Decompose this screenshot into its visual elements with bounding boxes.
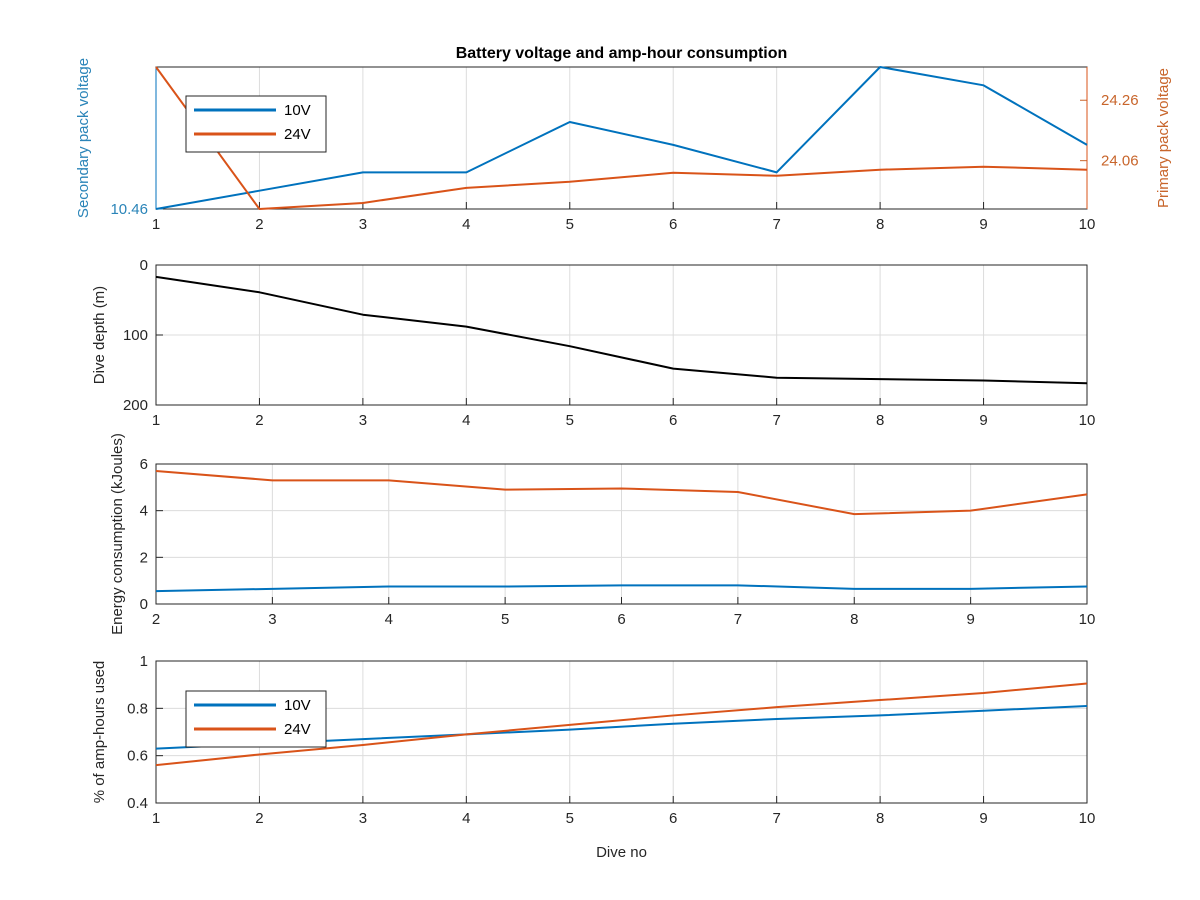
x-tick-label: 7 xyxy=(772,810,780,827)
x-tick-label: 4 xyxy=(462,412,470,429)
x-tick-label: 9 xyxy=(966,611,974,628)
x-tick-label: 2 xyxy=(255,810,263,827)
x-tick-label: 8 xyxy=(850,611,858,628)
y-tick-label: 200 xyxy=(123,397,148,414)
y-tick-label: 6 xyxy=(140,456,148,473)
series-line-24V xyxy=(155,682,1088,767)
legend-label: 24V xyxy=(284,721,311,738)
x-tick-label: 7 xyxy=(734,611,742,628)
x-tick-label: 3 xyxy=(359,412,367,429)
x-tick-label: 5 xyxy=(566,216,574,233)
chart-title: Battery voltage and amp-hour consumption xyxy=(456,45,788,62)
x-tick-label: 5 xyxy=(566,810,574,827)
x-tick-label: 1 xyxy=(152,216,160,233)
y-axis-label: % of amp-hours used xyxy=(91,661,108,804)
y-tick-label: 0.8 xyxy=(127,700,148,717)
y-tick-label: 4 xyxy=(140,503,148,520)
y-axis-label: Energy consumption (kJoules) xyxy=(109,433,126,635)
x-tick-label: 9 xyxy=(979,216,987,233)
amp-hours-axes: 1 2 3 4 5 6 7 8 9 10 0.4 0.6 0.8 1 % of amp-hours used… xyxy=(91,653,1095,861)
legend-box xyxy=(185,95,327,153)
x-tick-label: 3 xyxy=(268,611,276,628)
x-tick-label: 4 xyxy=(385,611,393,628)
x-tick-label: 10 xyxy=(1079,412,1096,429)
legend-label: 10V xyxy=(284,102,311,119)
legend-label: 24V xyxy=(284,126,311,143)
y-tick-label: 100 xyxy=(123,327,148,344)
y-tick-label: 24.26 xyxy=(1101,92,1139,109)
y-axis-label: Dive depth (m) xyxy=(91,286,108,384)
x-tick-label: 3 xyxy=(359,216,367,233)
x-tick-label: 3 xyxy=(359,810,367,827)
x-tick-label: 10 xyxy=(1079,810,1096,827)
x-tick-label: 6 xyxy=(669,412,677,429)
x-tick-label: 10 xyxy=(1079,216,1096,233)
y-tick-label: 10.46 xyxy=(110,201,148,218)
y-tick-label: 0 xyxy=(140,257,148,274)
series-line-series-0 xyxy=(155,584,1088,593)
series-line-24V xyxy=(155,66,1088,210)
x-tick-label: 4 xyxy=(462,216,470,233)
y-tick-label: 1 xyxy=(140,653,148,670)
series-line-series-1 xyxy=(155,470,1088,516)
x-tick-label: 7 xyxy=(772,412,780,429)
x-axis-label: Dive no xyxy=(596,844,647,861)
axes-box xyxy=(155,660,1088,804)
x-tick-label: 5 xyxy=(501,611,509,628)
y-tick-label: 0.6 xyxy=(127,748,148,765)
x-tick-label: 6 xyxy=(617,611,625,628)
y-tick-label: 2 xyxy=(140,549,148,566)
x-tick-label: 4 xyxy=(462,810,470,827)
x-tick-label: 1 xyxy=(152,412,160,429)
x-tick-label: 2 xyxy=(152,611,160,628)
x-tick-label: 8 xyxy=(876,810,884,827)
y-axis-label: Primary pack voltage xyxy=(1155,68,1172,208)
legend-box xyxy=(185,690,327,748)
x-tick-label: 6 xyxy=(669,810,677,827)
x-tick-label: 8 xyxy=(876,216,884,233)
voltage-axes: 1 2 3 4 5 6 7 8 9 10 10.46 24.06 24.26 Battery voltag… xyxy=(75,45,1172,233)
y-tick-label: 24.06 xyxy=(1101,153,1139,170)
y-axis-label: Secondary pack voltage xyxy=(75,58,92,218)
x-tick-label: 6 xyxy=(669,216,677,233)
y-tick-label: 0 xyxy=(140,596,148,613)
y-tick-label: 0.4 xyxy=(127,795,148,812)
x-tick-label: 2 xyxy=(255,412,263,429)
x-tick-label: 9 xyxy=(979,810,987,827)
x-tick-label: 5 xyxy=(566,412,574,429)
x-tick-label: 2 xyxy=(255,216,263,233)
series-line-series-0 xyxy=(155,275,1088,385)
x-tick-label: 8 xyxy=(876,412,884,429)
x-tick-label: 9 xyxy=(979,412,987,429)
series-line-10V xyxy=(155,66,1088,210)
x-tick-label: 1 xyxy=(152,810,160,827)
x-tick-label: 7 xyxy=(772,216,780,233)
legend-label: 10V xyxy=(284,697,311,714)
x-tick-label: 10 xyxy=(1079,611,1096,628)
